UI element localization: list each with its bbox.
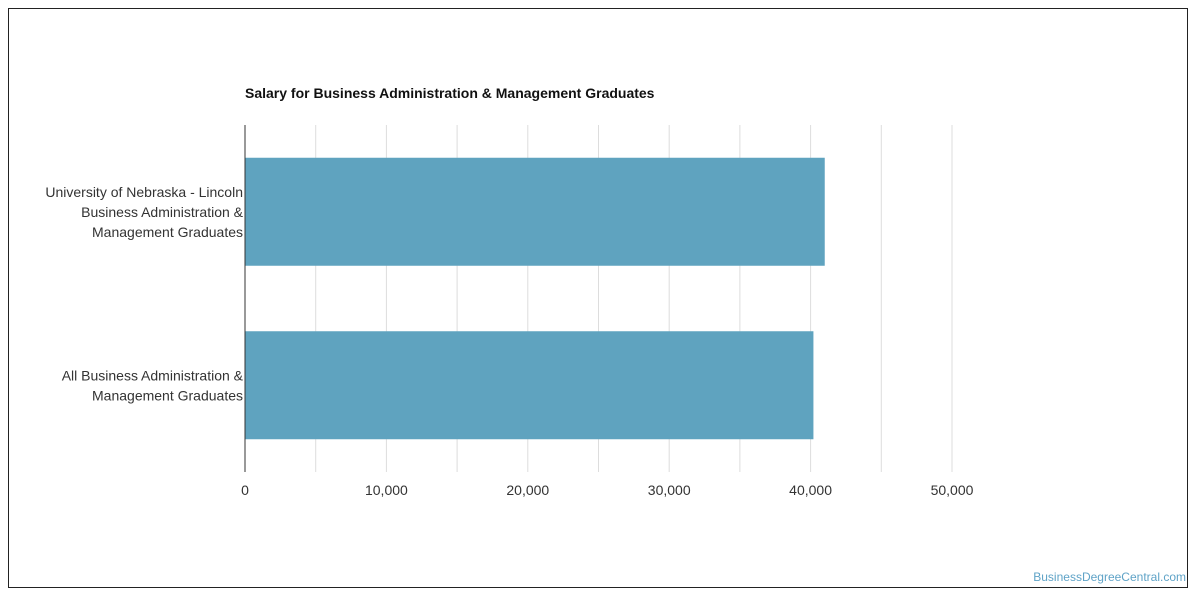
bar-0	[245, 157, 825, 266]
category-label: Management Graduates	[92, 224, 243, 240]
chart-title: Salary for Business Administration & Man…	[245, 85, 655, 101]
x-tick-label: 40,000	[789, 482, 832, 498]
category-label: Business Administration &	[81, 204, 244, 220]
bar-1	[245, 331, 814, 440]
x-tick-label: 20,000	[506, 482, 549, 498]
category-label: All Business Administration &	[62, 367, 244, 383]
category-label: University of Nebraska - Lincoln	[45, 184, 243, 200]
x-tick-label: 50,000	[931, 482, 974, 498]
x-tick-label: 10,000	[365, 482, 408, 498]
x-tick-label: 30,000	[648, 482, 691, 498]
category-label: Management Graduates	[92, 387, 243, 403]
x-tick-label: 0	[241, 482, 249, 498]
watermark-text: BusinessDegreeCentral.com	[1033, 570, 1186, 584]
